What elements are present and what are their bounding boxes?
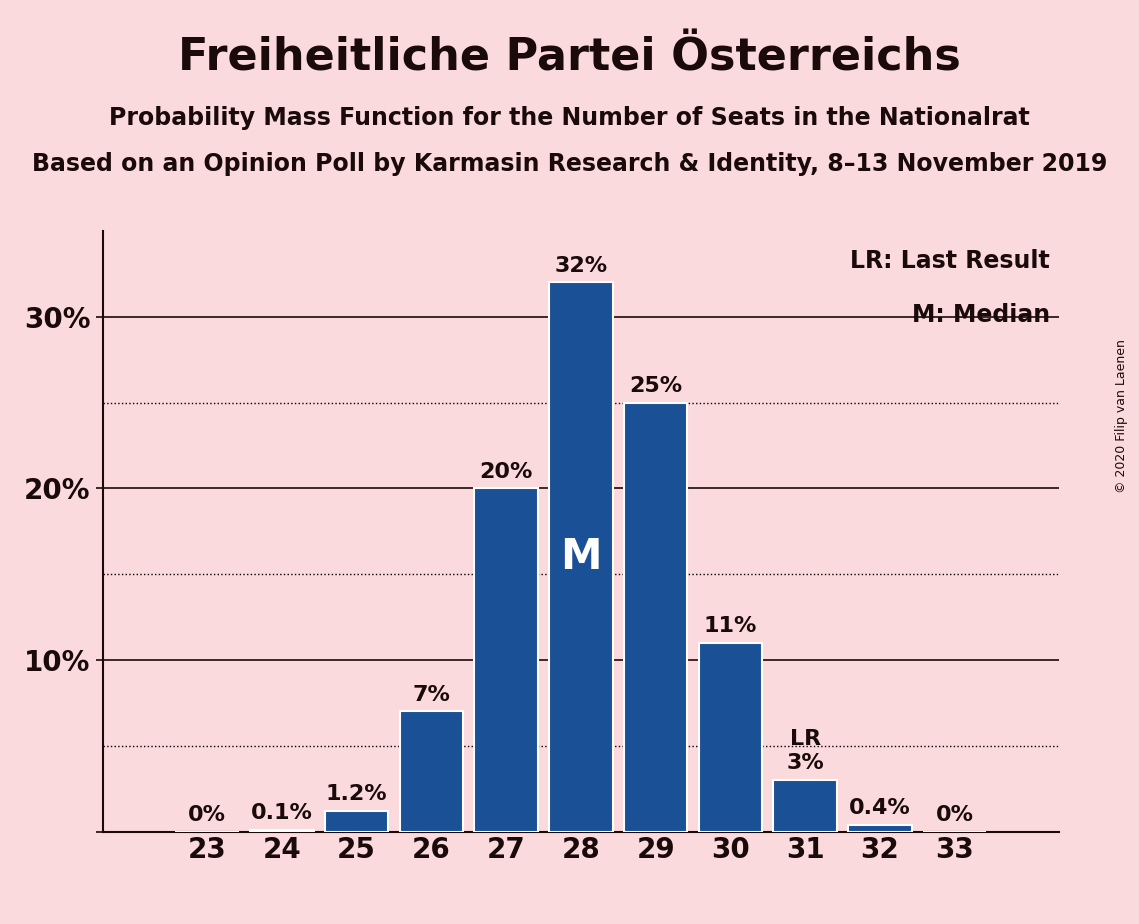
- Text: LR: Last Result: LR: Last Result: [850, 249, 1050, 273]
- Text: Freiheitliche Partei Österreichs: Freiheitliche Partei Österreichs: [178, 37, 961, 80]
- Text: 32%: 32%: [555, 256, 607, 275]
- Bar: [400, 711, 464, 832]
- Text: 20%: 20%: [480, 461, 533, 481]
- Text: M: Median: M: Median: [911, 303, 1050, 327]
- Text: © 2020 Filip van Laenen: © 2020 Filip van Laenen: [1115, 339, 1129, 492]
- Text: 0.4%: 0.4%: [849, 797, 911, 818]
- Text: 3%: 3%: [786, 753, 823, 773]
- Bar: [549, 283, 613, 832]
- Bar: [474, 489, 538, 832]
- Text: Based on an Opinion Poll by Karmasin Research & Identity, 8–13 November 2019: Based on an Opinion Poll by Karmasin Res…: [32, 152, 1107, 176]
- Text: 0.1%: 0.1%: [251, 803, 313, 823]
- Bar: [624, 403, 688, 832]
- Text: Probability Mass Function for the Number of Seats in the Nationalrat: Probability Mass Function for the Number…: [109, 106, 1030, 130]
- Text: 25%: 25%: [629, 376, 682, 395]
- Bar: [325, 811, 388, 832]
- Bar: [773, 780, 837, 832]
- Text: M: M: [560, 536, 601, 578]
- Text: 11%: 11%: [704, 616, 757, 636]
- Text: 0%: 0%: [935, 805, 974, 825]
- Bar: [849, 825, 911, 832]
- Text: 7%: 7%: [412, 685, 450, 705]
- Bar: [698, 643, 762, 832]
- Text: LR: LR: [789, 729, 821, 749]
- Text: 0%: 0%: [188, 805, 227, 825]
- Text: 1.2%: 1.2%: [326, 784, 387, 804]
- Bar: [251, 830, 313, 832]
